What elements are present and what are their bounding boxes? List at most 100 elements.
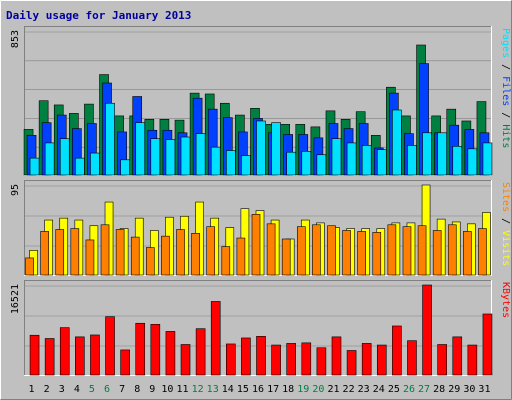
x-tick-label-day-9: 9 bbox=[149, 384, 155, 395]
x-tick-label-day-18: 18 bbox=[282, 384, 294, 395]
bar-pages-day-5 bbox=[90, 152, 100, 176]
bar-sites-day-5 bbox=[85, 239, 95, 276]
bar-sites-day-16 bbox=[251, 214, 261, 276]
bar-kbytes-day-18 bbox=[286, 343, 296, 376]
bar-pages-day-28 bbox=[437, 132, 447, 176]
legend-separator: / bbox=[500, 58, 511, 76]
x-tick-label-day-5: 5 bbox=[89, 384, 95, 395]
bar-kbytes-day-31 bbox=[482, 313, 493, 376]
bar-kbytes-day-12 bbox=[195, 328, 206, 376]
bar-sites-day-3 bbox=[55, 229, 65, 276]
legend-entry-pages: Pages bbox=[500, 28, 511, 58]
legend-entry-hits: Hits bbox=[500, 124, 511, 148]
x-tick-label-day-14: 14 bbox=[222, 384, 234, 395]
y-max-label: 95 bbox=[10, 184, 21, 196]
chart-title: Daily usage for January 2013 bbox=[6, 9, 191, 22]
x-tick-label-day-6: 6 bbox=[104, 384, 110, 395]
bar-sites-day-2 bbox=[40, 231, 49, 276]
x-tick-label-day-12: 12 bbox=[192, 384, 204, 395]
y-max-label: 16521 bbox=[10, 284, 21, 314]
bar-kbytes-day-7 bbox=[120, 349, 130, 376]
bar-sites-day-24 bbox=[372, 232, 382, 276]
legend-entry-visits: Visits bbox=[500, 230, 511, 266]
x-tick-label-day-16: 16 bbox=[252, 384, 264, 395]
x-tick-label-day-25: 25 bbox=[388, 384, 400, 395]
bar-pages-day-2 bbox=[44, 142, 55, 176]
bar-pages-day-4 bbox=[75, 157, 85, 176]
bar-kbytes-day-2 bbox=[44, 338, 55, 376]
x-tick-label-day-7: 7 bbox=[119, 384, 125, 395]
bar-kbytes-day-19 bbox=[301, 342, 312, 376]
bar-sites-day-21 bbox=[327, 225, 336, 276]
bar-sites-day-22 bbox=[342, 230, 351, 276]
bar-sites-day-18 bbox=[281, 238, 291, 276]
bar-sites-day-1 bbox=[25, 257, 34, 276]
bar-pages-day-27 bbox=[422, 132, 432, 176]
bar-pages-day-10 bbox=[165, 139, 176, 176]
bar-pages-day-25 bbox=[392, 109, 402, 176]
bar-sites-day-26 bbox=[402, 226, 412, 276]
bar-kbytes-day-22 bbox=[346, 350, 357, 376]
x-tick-label-day-4: 4 bbox=[74, 384, 80, 395]
bar-kbytes-day-13 bbox=[210, 301, 221, 376]
legend-entry-files: Files bbox=[500, 76, 511, 106]
bar-sites-day-7 bbox=[115, 229, 125, 276]
bar-kbytes-day-4 bbox=[75, 336, 85, 376]
legend-entry-sites: Sites bbox=[500, 182, 511, 212]
bar-sites-day-6 bbox=[100, 224, 110, 276]
bar-kbytes-day-9 bbox=[150, 324, 161, 376]
x-tick-label-day-1: 1 bbox=[29, 384, 35, 395]
bar-kbytes-day-5 bbox=[90, 334, 100, 376]
bar-kbytes-day-21 bbox=[331, 336, 342, 376]
bar-kbytes-day-8 bbox=[135, 322, 146, 376]
x-tick-label-day-19: 19 bbox=[297, 384, 309, 395]
bar-pages-day-29 bbox=[452, 146, 463, 176]
bar-kbytes-day-29 bbox=[452, 336, 463, 376]
x-tick-label-day-20: 20 bbox=[312, 384, 324, 395]
bar-pages-day-19 bbox=[301, 151, 312, 176]
bar-kbytes-day-27 bbox=[422, 284, 432, 376]
bar-pages-day-6 bbox=[105, 102, 115, 176]
bar-kbytes-day-23 bbox=[361, 343, 372, 376]
bar-kbytes-day-10 bbox=[165, 331, 176, 376]
x-tick-label-day-17: 17 bbox=[267, 384, 279, 395]
bar-sites-day-13 bbox=[206, 226, 216, 276]
bar-pages-day-20 bbox=[316, 154, 327, 176]
bar-pages-day-7 bbox=[120, 159, 130, 176]
bar-kbytes-day-1 bbox=[29, 334, 40, 376]
bar-kbytes-day-20 bbox=[316, 347, 327, 376]
x-tick-label-day-23: 23 bbox=[358, 384, 370, 395]
bar-sites-day-19 bbox=[296, 226, 306, 276]
bar-sites-day-23 bbox=[357, 231, 366, 276]
bar-sites-day-30 bbox=[463, 231, 472, 276]
bar-pages-day-16 bbox=[256, 120, 266, 176]
bar-sites-day-4 bbox=[70, 228, 80, 276]
x-tick-label-day-15: 15 bbox=[237, 384, 249, 395]
bar-kbytes-day-16 bbox=[256, 336, 266, 376]
bar-sites-day-11 bbox=[176, 229, 185, 276]
x-tick-label-day-26: 26 bbox=[403, 384, 415, 395]
bar-pages-day-24 bbox=[376, 149, 387, 176]
bar-kbytes-day-11 bbox=[180, 344, 191, 376]
x-tick-label-day-27: 27 bbox=[418, 384, 430, 395]
bar-sites-day-14 bbox=[221, 246, 231, 276]
bar-sites-day-9 bbox=[146, 247, 155, 276]
x-tick-label-day-2: 2 bbox=[44, 384, 50, 395]
bar-pages-day-17 bbox=[271, 122, 281, 176]
x-tick-label-day-3: 3 bbox=[59, 384, 65, 395]
bar-pages-day-31 bbox=[482, 142, 493, 176]
legend-top: Pages / Files / Hits bbox=[500, 28, 511, 148]
bar-pages-day-1 bbox=[29, 157, 40, 176]
bar-sites-day-20 bbox=[312, 224, 321, 276]
bar-sites-day-27 bbox=[417, 225, 427, 276]
legend-bottom: KBytes bbox=[500, 282, 511, 318]
legend-separator: / bbox=[500, 212, 511, 230]
bar-pages-day-23 bbox=[361, 145, 372, 176]
bar-kbytes-day-28 bbox=[437, 344, 447, 376]
bar-pages-day-9 bbox=[150, 138, 161, 176]
bar-pages-day-15 bbox=[241, 155, 251, 176]
bar-pages-day-8 bbox=[135, 122, 146, 176]
x-tick-label-day-11: 11 bbox=[176, 384, 188, 395]
bar-kbytes-day-3 bbox=[59, 327, 70, 376]
bar-sites-day-28 bbox=[432, 230, 442, 276]
